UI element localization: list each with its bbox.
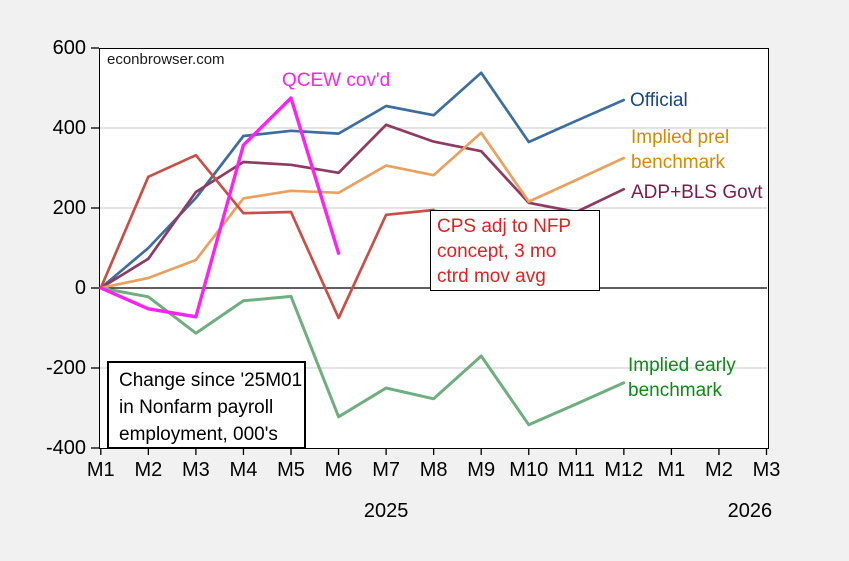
- series-qcew-cov-d: [99, 96, 341, 319]
- y-tick-label: 200: [52, 197, 86, 219]
- note-line: Change since '25M01: [119, 370, 303, 391]
- annotation-line: ctrd mov avg: [437, 266, 546, 287]
- x-tick-label: M1: [86, 459, 115, 481]
- series-label-adp-bls-govt: ADP+BLS Govt: [631, 182, 763, 203]
- y-tick-label: 600: [52, 37, 86, 59]
- x-tick-label: M12: [604, 459, 644, 481]
- series-label-implied-prel-benchmark: Implied prel benchmark: [631, 125, 729, 175]
- series-label-line: benchmark: [628, 380, 722, 401]
- x-tick-label: M9: [467, 459, 496, 481]
- note-box: Change since '25M01 in Nonfarm payroll e…: [107, 361, 306, 449]
- x-tick-label: M2: [705, 459, 733, 481]
- series-label-line: Implied prel: [631, 127, 730, 148]
- series-implied-early-benchmark: [99, 286, 626, 427]
- note-line: in Nonfarm payroll: [119, 397, 274, 418]
- series-label-line: Implied early: [628, 355, 736, 376]
- x-tick-label: M1: [657, 459, 686, 481]
- y-tick-label: -200: [45, 357, 86, 379]
- annotation-line: CPS adj to NFP: [437, 216, 572, 237]
- x-tick-label: M4: [229, 459, 258, 481]
- x-tick-label: M2: [134, 459, 163, 481]
- x-tick-label: M7: [372, 459, 400, 481]
- y-tick-label: 0: [74, 277, 86, 299]
- x-tick-label: M3: [181, 459, 210, 481]
- x-tick-label: M6: [324, 459, 353, 481]
- x-tick-label: M5: [277, 459, 305, 481]
- y-tick-label: -400: [45, 437, 86, 459]
- series-label-official: Official: [630, 90, 688, 111]
- series-label-qcew: QCEW cov'd: [282, 70, 391, 91]
- series-cps-adj-to-nfp-concept-3-mo-ctrd-mov-avg: [99, 153, 435, 320]
- year-label: 2026: [727, 500, 773, 522]
- watermark: econbrowser.com: [107, 51, 225, 68]
- cps-annotation-box: CPS adj to NFP concept, 3 mo ctrd mov av…: [430, 210, 600, 291]
- series-adp-bls-govt: [99, 123, 626, 290]
- series-official: [99, 71, 626, 290]
- note-line: employment, 000's: [119, 424, 278, 445]
- series-implied-prel-benchmark: [99, 131, 626, 290]
- series-label-implied-early-benchmark: Implied early benchmark: [628, 353, 736, 403]
- annotation-line: concept, 3 mo: [437, 241, 557, 262]
- series-label-line: benchmark: [631, 152, 725, 173]
- x-tick-label: M11: [557, 459, 595, 481]
- y-tick-label: 400: [52, 117, 86, 139]
- x-tick-label: M10: [509, 459, 549, 481]
- x-tick-label: M8: [419, 459, 448, 481]
- year-label: 2025: [363, 500, 409, 522]
- x-tick-label: M3: [752, 459, 781, 481]
